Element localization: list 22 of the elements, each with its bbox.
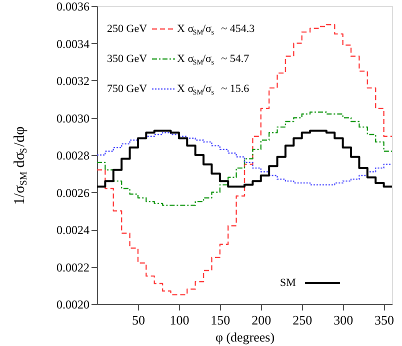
y-tick-label: 0.0030 <box>56 111 90 126</box>
legend-label: 250 GeV <box>107 23 148 35</box>
y-tick-label: 0.0032 <box>56 74 90 88</box>
y-tick-label: 0.0024 <box>56 223 90 237</box>
legend-label: 750 GeV <box>107 83 148 95</box>
x-tick-label: 150 <box>210 312 230 328</box>
x-tick-label: 350 <box>374 312 394 328</box>
x-tick-label: 200 <box>252 312 272 328</box>
y-axis-title: 1/σSM dσS/dφ <box>12 126 30 205</box>
x-tick-label: 100 <box>170 312 190 328</box>
y-tick-label: 0.0026 <box>56 186 90 200</box>
legend-label: SM <box>280 277 296 289</box>
legend-label: 350 GeV <box>107 53 148 65</box>
x-axis-title: φ (degrees) <box>215 330 275 344</box>
x-tick-label: 250 <box>292 312 312 328</box>
y-tick-label: 0.0022 <box>56 260 90 274</box>
x-tick-label: 300 <box>334 312 354 328</box>
x-tick-label: 50 <box>132 312 145 328</box>
y-tick-label: 0.0036 <box>56 0 90 14</box>
y-tick-label: 0.0020 <box>56 298 90 312</box>
y-tick-label: 0.0034 <box>56 36 90 51</box>
y-tick-label: 0.0028 <box>56 148 90 162</box>
